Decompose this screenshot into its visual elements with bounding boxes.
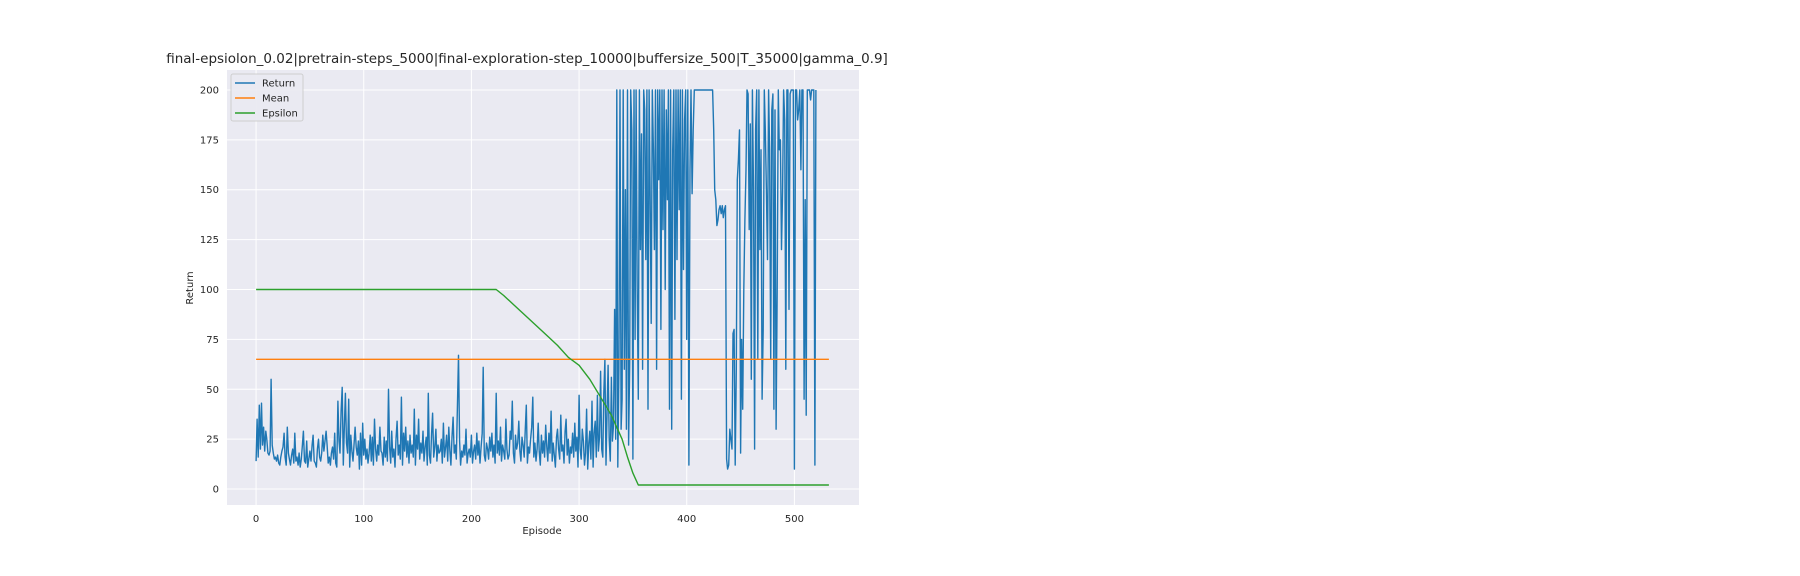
chart-title: final-epsiolon_0.02|pretrain-steps_5000|…	[166, 51, 888, 67]
y-tick-label: 25	[206, 435, 219, 446]
x-axis-label: Episode	[522, 526, 561, 537]
x-tick-label: 200	[462, 514, 481, 525]
x-tick-label: 100	[354, 514, 373, 525]
legend-label: Mean	[262, 94, 289, 105]
legend-label: Epsilon	[262, 109, 298, 120]
y-tick-labels: 0 25 50 75 100 125 150 175 200	[200, 85, 219, 495]
x-tick-label: 300	[570, 514, 589, 525]
x-tick-label: 0	[253, 514, 259, 525]
x-tick-labels: 0 100 200 300 400 500	[253, 514, 804, 525]
y-tick-label: 200	[200, 85, 219, 96]
y-tick-label: 125	[200, 235, 219, 246]
y-tick-label: 100	[200, 285, 219, 296]
y-tick-label: 150	[200, 185, 219, 196]
y-tick-label: 50	[206, 385, 219, 396]
y-axis-label: Return	[185, 271, 196, 304]
y-tick-label: 175	[200, 135, 219, 146]
y-tick-label: 75	[206, 335, 219, 346]
series-line-epsilon	[256, 288, 829, 486]
legend-box	[230, 73, 304, 122]
x-tick-label: 500	[785, 514, 804, 525]
series-line-return	[255, 89, 817, 470]
y-tick-label: 0	[213, 485, 219, 496]
series-lines	[255, 89, 829, 486]
legend: Return Mean Epsilon	[230, 73, 304, 122]
legend-label: Return	[262, 79, 295, 90]
x-tick-label: 400	[677, 514, 696, 525]
